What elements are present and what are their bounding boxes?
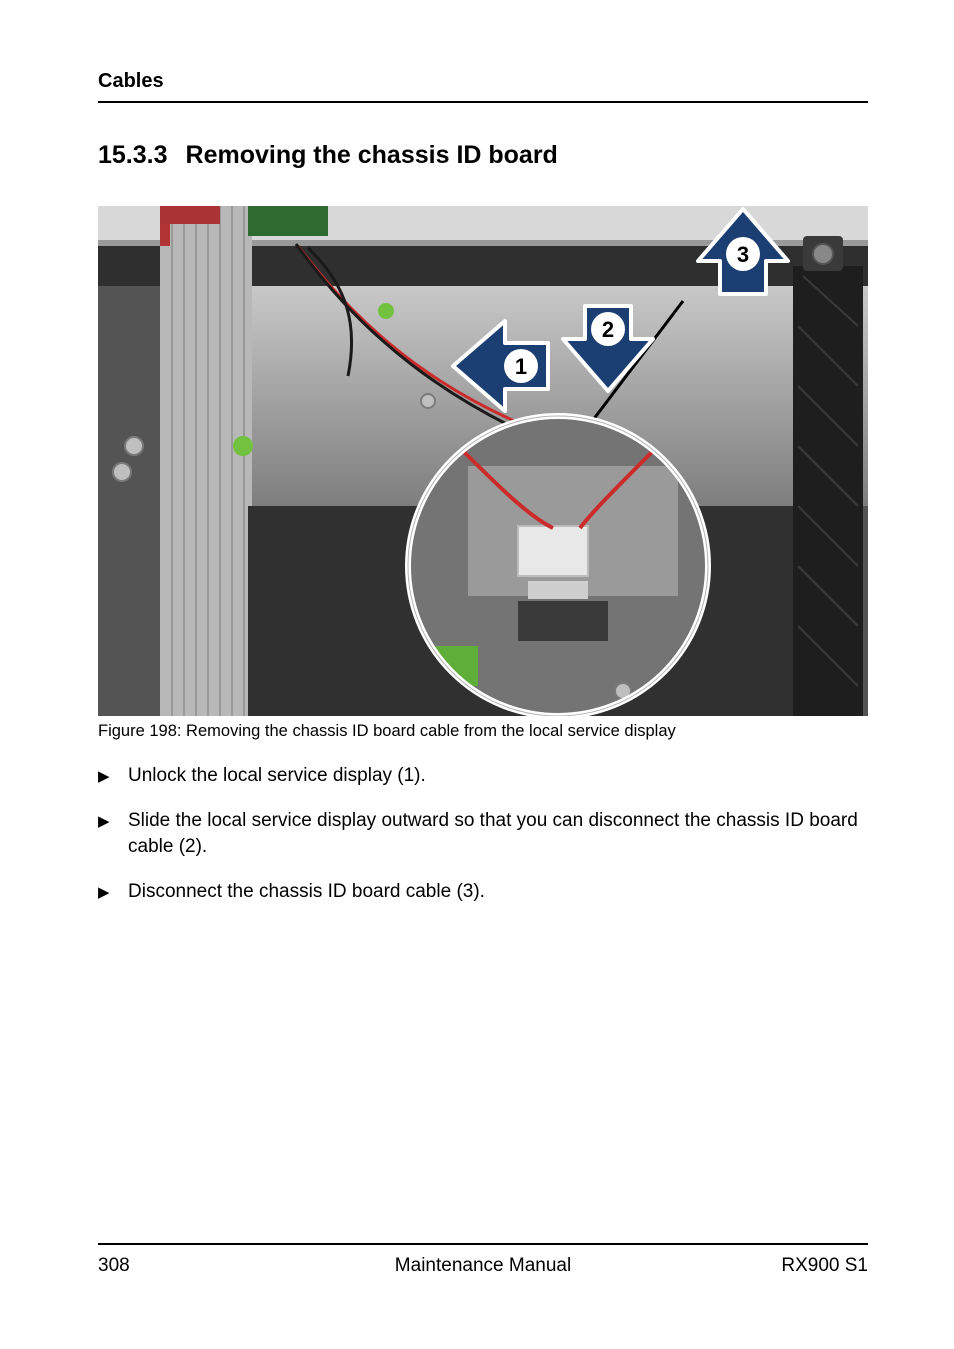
step-text: Slide the local service display outward … (128, 808, 868, 861)
step-bullet-icon: ▶ (98, 808, 128, 832)
footer-page-number: 308 (98, 1255, 130, 1277)
section-title: Removing the chassis ID board (186, 141, 558, 169)
step-item: ▶ Disconnect the chassis ID board cable … (98, 879, 868, 906)
footer-doc-title: Maintenance Manual (98, 1255, 868, 1277)
section-heading: 15.3.3 Removing the chassis ID board (98, 141, 868, 170)
step-item: ▶ Slide the local service display outwar… (98, 808, 868, 861)
section-number: 15.3.3 (98, 141, 168, 169)
step-bullet-icon: ▶ (98, 879, 128, 903)
figure-image: 3 2 1 (98, 206, 868, 716)
page-footer: 308 Maintenance Manual RX900 S1 (98, 1243, 868, 1277)
step-item: ▶ Unlock the local service display (1). (98, 763, 868, 790)
step-text: Disconnect the chassis ID board cable (3… (128, 879, 868, 906)
figure-container: 3 2 1 Figure 198: Removing the chassis I… (98, 206, 868, 741)
procedure-steps: ▶ Unlock the local service display (1). … (98, 763, 868, 905)
step-text: Unlock the local service display (1). (128, 763, 868, 790)
callout-label-3: 3 (737, 242, 749, 267)
callout-label-2: 2 (602, 317, 614, 342)
running-header: Cables (98, 70, 868, 103)
callout-label-1: 1 (515, 354, 527, 379)
footer-model: RX900 S1 (781, 1255, 868, 1277)
step-bullet-icon: ▶ (98, 763, 128, 787)
figure-caption: Figure 198: Removing the chassis ID boar… (98, 722, 868, 741)
